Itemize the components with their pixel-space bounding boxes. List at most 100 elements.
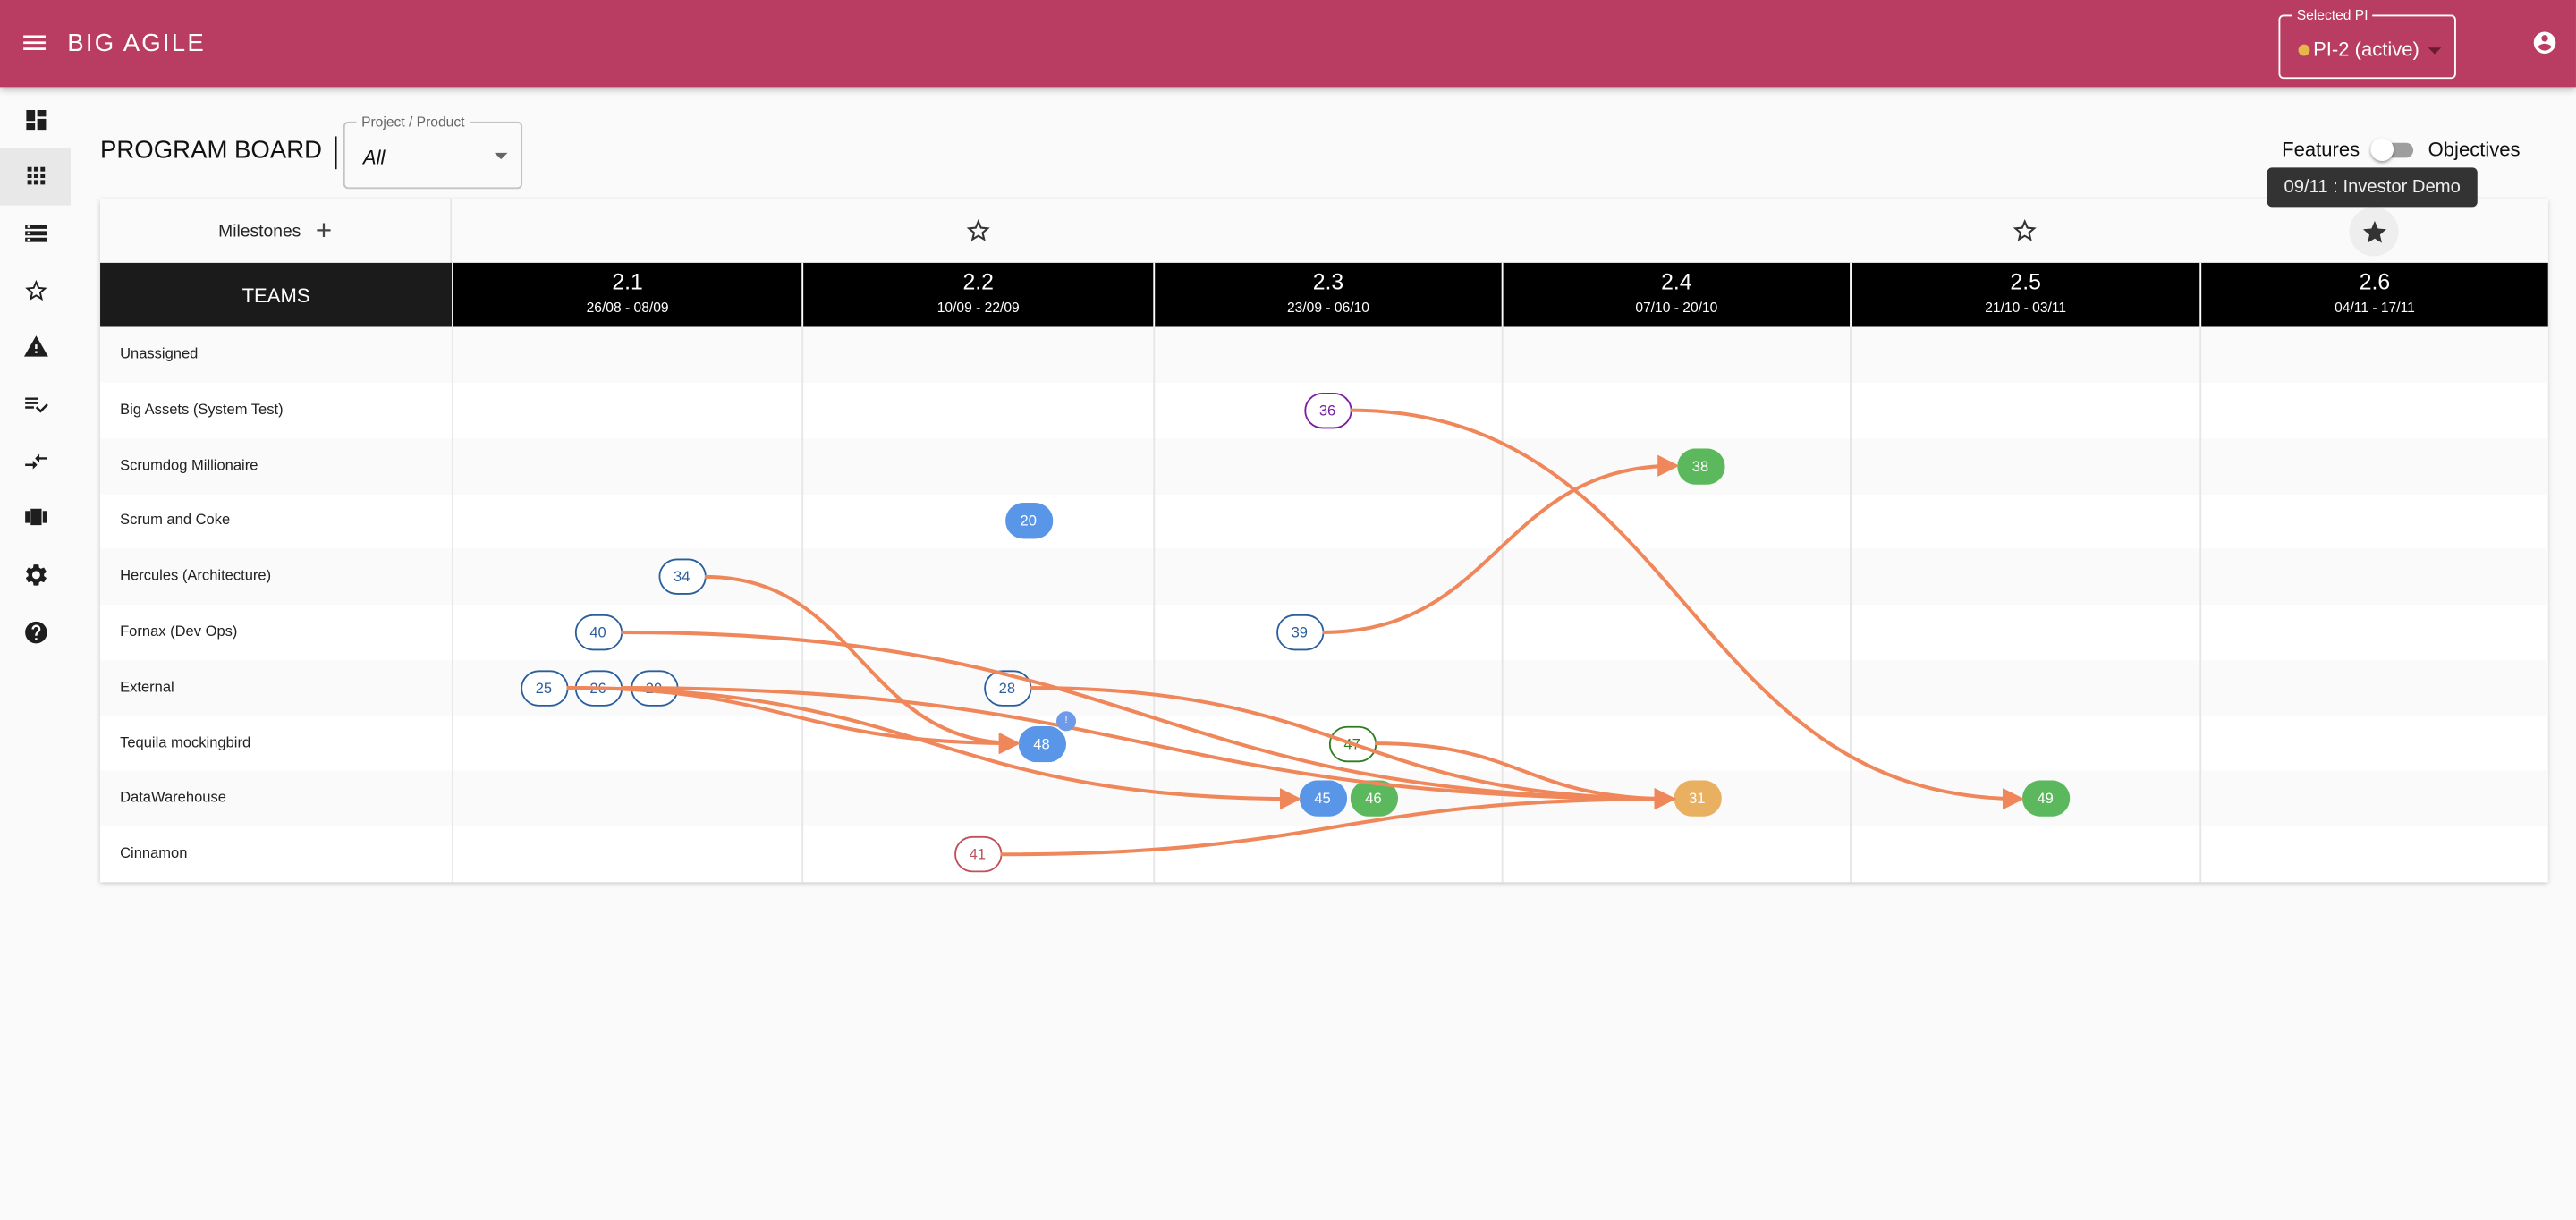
sidebar-item-dashboard[interactable] [0, 90, 71, 148]
selected-pi-label: Selected PI [2292, 6, 2374, 23]
team-name: Tequila mockingbird [120, 733, 251, 750]
star-filled-icon [2362, 219, 2386, 242]
add-milestone-button[interactable]: + [315, 215, 333, 247]
features-objectives-switch[interactable] [2370, 138, 2414, 161]
menu-icon[interactable] [20, 28, 49, 57]
feature-card[interactable]: 26 [573, 669, 623, 707]
milestone-star[interactable] [2011, 216, 2038, 244]
chevron-down-icon [2428, 47, 2442, 55]
column-divider [1153, 326, 1156, 883]
sprint-dates: 10/09 - 22/09 [936, 299, 1020, 316]
team-row: Cinnamon [100, 826, 2548, 882]
feature-card[interactable]: 29 [630, 669, 678, 707]
team-name: External [120, 678, 174, 695]
feature-card[interactable]: 31 [1673, 780, 1721, 818]
sidebar-item-compare-arrows[interactable] [0, 432, 71, 489]
team-name: Cinnamon [120, 844, 188, 861]
feature-card[interactable]: 46 [1349, 780, 1398, 818]
sprint-name: 2.5 [2010, 269, 2041, 294]
milestone-tooltip: 09/11 : Investor Demo [2267, 167, 2478, 208]
team-name: DataWarehouse [120, 789, 226, 806]
warning-icon [23, 335, 47, 358]
sprint-name: 2.2 [962, 269, 995, 294]
milestones-header: Milestones + [100, 199, 453, 263]
sprint-header: 2.6 04/11 - 17/11 [2199, 262, 2548, 327]
feature-card[interactable]: 39 [1275, 614, 1324, 651]
team-name: Hercules (Architecture) [120, 567, 272, 584]
milestones-row [452, 199, 2548, 263]
teams-header: TEAMS [100, 262, 453, 327]
sprint-header: 2.4 07/10 - 20/10 [1501, 262, 1851, 327]
star-outline-icon [965, 219, 989, 241]
column-divider [2199, 326, 2202, 883]
team-name: Scrumdog Millionaire [120, 455, 258, 473]
help-icon [24, 621, 47, 644]
chevron-down-icon [494, 152, 508, 160]
sprint-dates: 23/09 - 06/10 [1286, 299, 1369, 316]
milestones-label: Milestones [218, 221, 301, 241]
toggle-label-objectives: Objectives [2428, 138, 2521, 161]
feature-card[interactable]: 36 [1303, 392, 1352, 428]
star-icon [24, 279, 47, 301]
star-outline-icon [2012, 219, 2037, 241]
program-board: Milestones + TEAMS 2.1 26/08 - 08/09 2.2 10… [100, 199, 2548, 883]
column-divider [1850, 326, 1852, 883]
team-name: Fornax (Dev Ops) [120, 623, 238, 640]
sprint-name: 2.6 [2359, 269, 2391, 294]
team-row: Scrum and Coke [100, 494, 2548, 549]
feature-card[interactable]: 28 [983, 669, 1031, 707]
sprint-dates: 07/10 - 20/10 [1635, 299, 1718, 316]
sprint-header: 2.3 23/09 - 06/10 [1153, 262, 1502, 327]
feature-card[interactable]: 48 [1017, 724, 1066, 762]
carousel-icon [24, 509, 47, 526]
sprint-name: 2.1 [612, 269, 643, 294]
feature-card[interactable]: 25 [520, 669, 568, 707]
sprint-dates: 26/08 - 08/09 [586, 299, 669, 316]
sprint-name: 2.4 [1661, 269, 1692, 294]
column-divider [1501, 326, 1504, 883]
feature-card[interactable]: 49 [2021, 780, 2070, 818]
sidebar-item-help[interactable] [0, 604, 71, 661]
sidebar-item-carousel[interactable] [0, 489, 71, 546]
team-row: Fornax (Dev Ops) [100, 605, 2548, 660]
feature-card[interactable]: 45 [1298, 780, 1347, 818]
sidebar-item-checklist[interactable] [0, 376, 71, 433]
team-row: Hercules (Architecture) [100, 548, 2548, 606]
selected-pi-select[interactable]: Selected PI PI-2 (active) [2278, 6, 2456, 80]
sprint-header: 2.5 21/10 - 03/11 [1850, 262, 2200, 327]
pi-status-dot [2298, 44, 2310, 56]
sidebar-item-warning[interactable] [0, 318, 71, 376]
team-row: Unassigned [100, 326, 2548, 383]
filter-value: All [362, 146, 386, 170]
account-icon[interactable] [2531, 30, 2557, 55]
feature-card[interactable]: 47 [1327, 724, 1377, 762]
sprint-name: 2.3 [1312, 269, 1344, 294]
milestone-star[interactable] [963, 216, 991, 244]
column-divider [452, 326, 453, 883]
feature-card[interactable]: 40 [573, 614, 623, 651]
feature-card[interactable]: 34 [657, 558, 706, 596]
milestone-star[interactable] [2349, 207, 2399, 257]
feature-card[interactable]: 38 [1676, 447, 1724, 484]
sidebar-item-program-board[interactable] [0, 147, 71, 206]
sidebar-item-star[interactable] [0, 261, 71, 318]
selected-pi-value: PI-2 (active) [2313, 38, 2419, 61]
team-name: Unassigned [120, 344, 199, 362]
sprint-header: 2.1 26/08 - 08/09 [452, 262, 802, 327]
feature-card[interactable]: 20 [1004, 503, 1053, 539]
sidebar-item-settings[interactable] [0, 546, 71, 604]
page-title: PROGRAM BOARD [100, 136, 337, 170]
project-product-select[interactable]: Project / Product All [343, 113, 523, 190]
team-name: Big Assets (System Test) [120, 400, 284, 418]
checklist-icon [24, 397, 47, 413]
dashboard-icon [25, 109, 46, 130]
sidebar-item-list[interactable] [0, 204, 71, 261]
team-row: Big Assets (System Test) [100, 383, 2548, 438]
filter-label: Project / Product [356, 113, 470, 131]
feature-card[interactable]: 41 [953, 836, 1002, 873]
team-name: Scrum and Coke [120, 511, 231, 529]
compare-arrows-icon [24, 453, 47, 470]
team-row: Scrumdog Millionaire [100, 437, 2548, 495]
settings-icon [25, 564, 46, 586]
